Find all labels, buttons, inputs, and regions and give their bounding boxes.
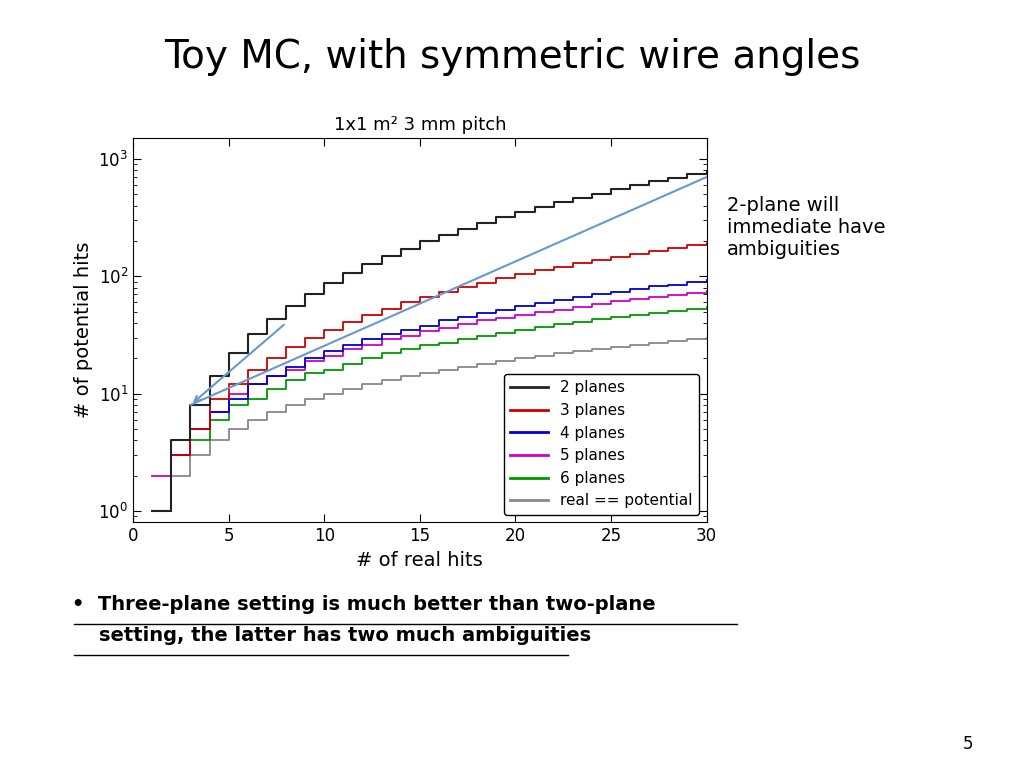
Text: •  Three-plane setting is much better than two-plane: • Three-plane setting is much better tha… xyxy=(72,595,655,614)
Legend: 2 planes, 3 planes, 4 planes, 5 planes, 6 planes, real == potential: 2 planes, 3 planes, 4 planes, 5 planes, … xyxy=(504,374,699,515)
Title: 1x1 m² 3 mm pitch: 1x1 m² 3 mm pitch xyxy=(334,116,506,134)
X-axis label: # of real hits: # of real hits xyxy=(356,551,483,570)
Text: Toy MC, with symmetric wire angles: Toy MC, with symmetric wire angles xyxy=(164,38,860,76)
Text: setting, the latter has two much ambiguities: setting, the latter has two much ambigui… xyxy=(72,626,591,645)
Y-axis label: # of potential hits: # of potential hits xyxy=(74,242,93,419)
Text: 5: 5 xyxy=(963,735,973,753)
Text: 2-plane will
immediate have
ambiguities: 2-plane will immediate have ambiguities xyxy=(727,196,886,259)
